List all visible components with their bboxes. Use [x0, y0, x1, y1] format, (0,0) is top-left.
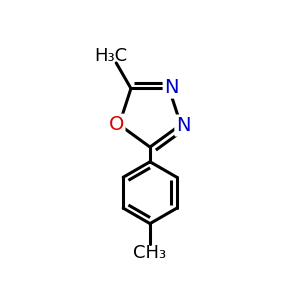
Text: H₃C: H₃C	[94, 46, 127, 64]
Text: O: O	[109, 115, 124, 134]
Text: CH₃: CH₃	[134, 244, 166, 262]
Text: N: N	[164, 78, 178, 97]
Text: N: N	[176, 116, 190, 135]
